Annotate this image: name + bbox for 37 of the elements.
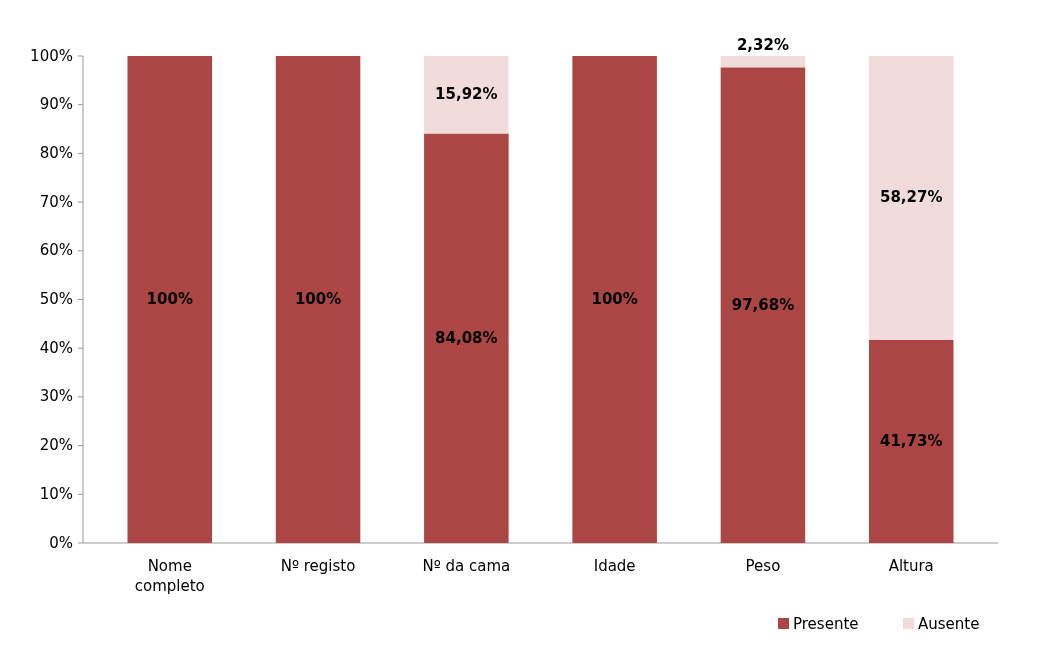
data-label: 58,27%: [880, 188, 943, 207]
legend-label: Presente: [793, 615, 859, 633]
bar: [572, 56, 657, 543]
bar: [424, 133, 509, 543]
data-label: 100%: [294, 290, 342, 308]
y-tick-label: 90%: [39, 95, 73, 114]
x-tick-label: Peso: [745, 557, 781, 575]
x-tick-label: Nº registo: [280, 557, 356, 575]
y-tick-label: 70%: [39, 192, 73, 211]
data-label: 2,32%: [736, 35, 789, 54]
bar: [720, 67, 806, 543]
data-label: 41,73%: [880, 431, 943, 450]
x-tick-label: Nº da cama: [422, 557, 511, 575]
x-tick-label: Idade: [593, 557, 636, 575]
y-tick-label: 60%: [39, 241, 73, 260]
y-tick-label: 0%: [49, 533, 73, 552]
y-tick-label: 80%: [39, 143, 73, 162]
data-label: 100%: [146, 290, 193, 308]
bar: [868, 56, 954, 340]
legend-label: Ausente: [918, 615, 980, 633]
data-label: 97,68%: [731, 295, 795, 314]
bar: [275, 56, 361, 543]
data-label: 100%: [591, 290, 638, 308]
bar: [720, 56, 806, 68]
x-tick-label: Nome completo: [134, 557, 205, 595]
y-tick-label: 50%: [39, 290, 73, 308]
bar: [868, 339, 954, 543]
y-tick-label: 100%: [30, 46, 73, 65]
y-tick-label: 10%: [39, 484, 73, 503]
data-label: 15,92%: [435, 85, 498, 104]
y-tick-label: 30%: [39, 387, 73, 406]
bar: [127, 56, 213, 543]
bar: [424, 56, 509, 134]
y-tick-label: 20%: [39, 436, 73, 455]
y-tick-label: 40%: [39, 338, 73, 357]
x-tick-label: Altura: [888, 557, 934, 575]
data-label: 84,08%: [435, 328, 498, 347]
